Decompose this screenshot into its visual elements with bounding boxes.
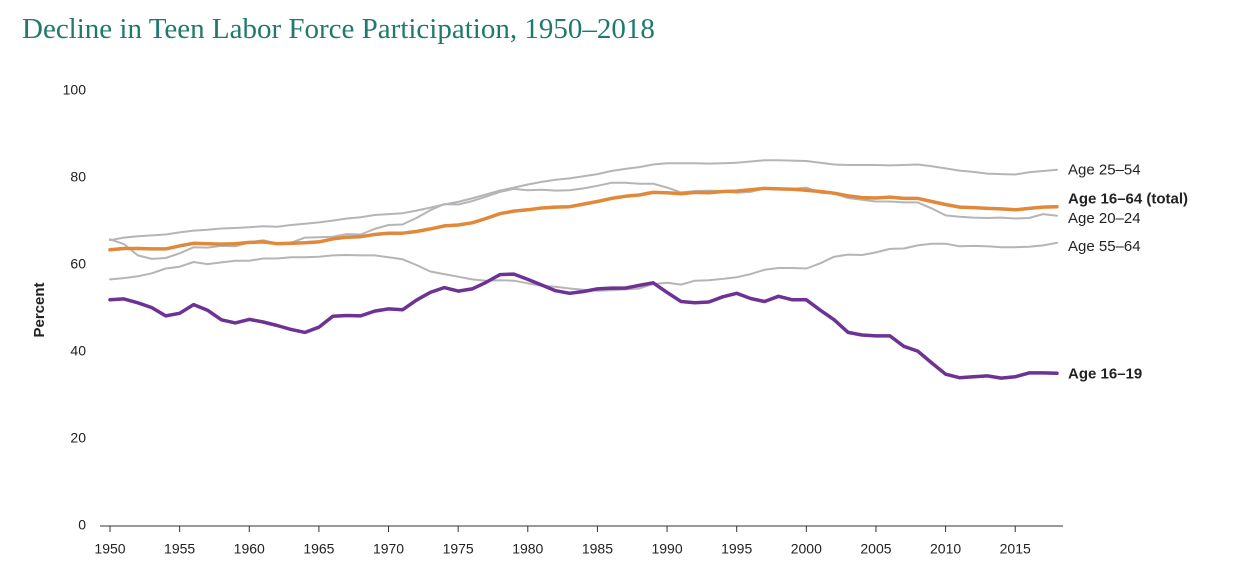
series-label: Age 20–24 xyxy=(1068,210,1141,227)
x-tick-label: 2000 xyxy=(791,541,822,557)
x-tick-label: 1960 xyxy=(234,541,265,557)
x-tick-label: 1955 xyxy=(164,541,195,557)
x-tick-label: 2005 xyxy=(860,541,891,557)
x-tick-label: 1995 xyxy=(721,541,752,557)
y-tick-label: 80 xyxy=(70,169,86,185)
x-tick-label: 1950 xyxy=(94,541,125,557)
y-tick-label: 20 xyxy=(70,430,86,446)
y-axis-label: Percent xyxy=(31,282,48,337)
y-tick-label: 100 xyxy=(63,82,87,98)
series-line xyxy=(108,272,1059,380)
y-tick-label: 40 xyxy=(70,343,86,359)
x-tick-label: 1975 xyxy=(443,541,474,557)
x-tick-label: 1990 xyxy=(651,541,682,557)
series-label: Age 16–64 (total) xyxy=(1068,191,1188,208)
series-line xyxy=(108,186,1059,252)
series-line xyxy=(109,181,1058,260)
series-label: Age 25–54 xyxy=(1068,162,1141,179)
x-tick-label: 1970 xyxy=(373,541,404,557)
series-line xyxy=(109,241,1058,292)
x-tick-label: 1980 xyxy=(512,541,543,557)
x-tick-label: 2015 xyxy=(1000,541,1031,557)
x-tick-label: 1965 xyxy=(303,541,334,557)
series-line xyxy=(109,159,1058,242)
y-tick-label: 0 xyxy=(78,517,86,533)
series-label: Age 55–64 xyxy=(1068,238,1141,255)
series-label: Age 16–19 xyxy=(1068,365,1142,382)
chart-title: Decline in Teen Labor Force Participatio… xyxy=(22,13,655,45)
y-tick-label: 60 xyxy=(70,256,86,272)
x-tick-label: 1985 xyxy=(582,541,613,557)
x-tick-label: 2010 xyxy=(930,541,961,557)
